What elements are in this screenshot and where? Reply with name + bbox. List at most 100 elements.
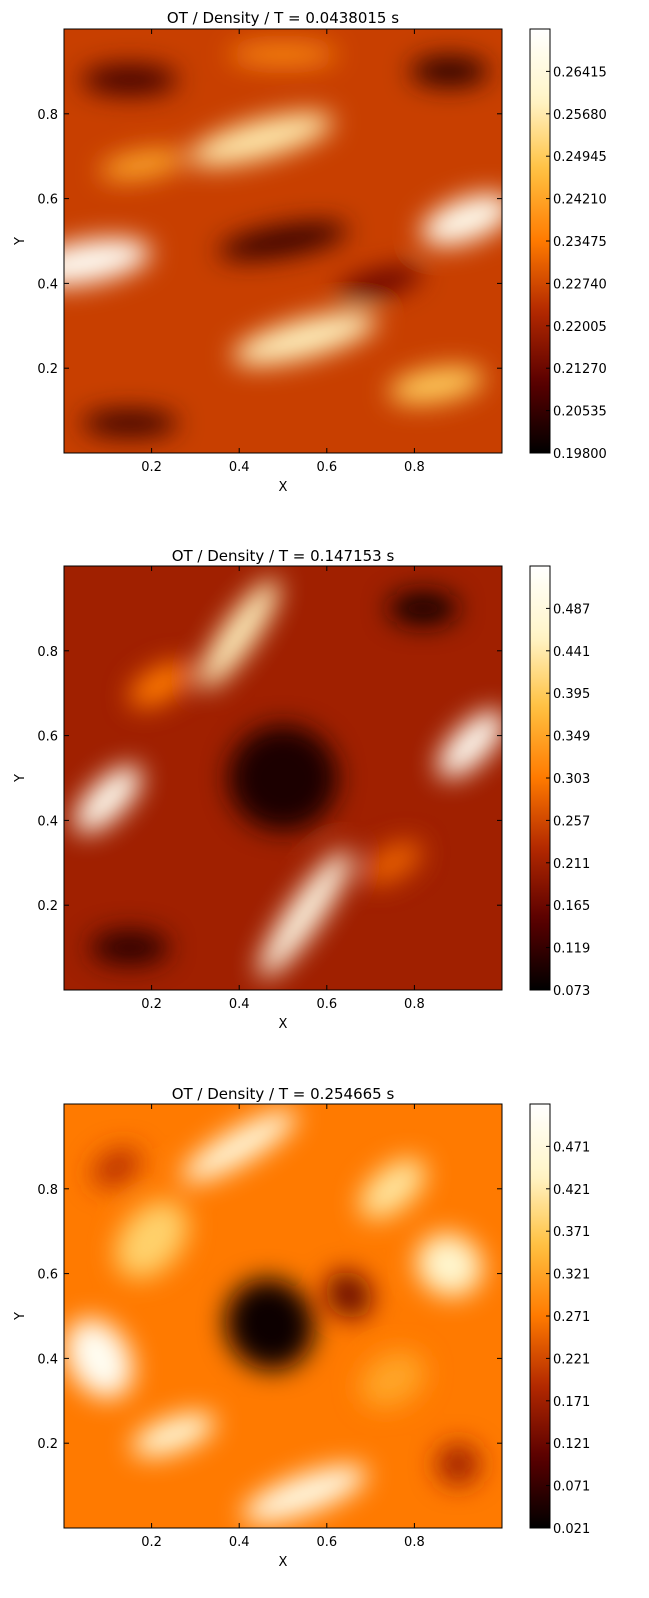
colorbar-tick-label: 0.395 (553, 687, 590, 702)
colorbar-tick-label: 0.20535 (553, 405, 607, 420)
chart-panel: OT / Density / T = 0.147153 s 0.2 0.4 0.6 0.… (13, 547, 590, 1032)
colorbar-tick-label: 0.211 (553, 857, 590, 872)
y-tick-label: 0.8 (37, 108, 58, 123)
colorbar-tick-label: 0.24210 (553, 193, 607, 208)
x-tick-label: 0.6 (316, 997, 337, 1012)
density-feature (81, 410, 178, 437)
colorbar-tick-label: 0.303 (553, 772, 590, 787)
density-feature (421, 193, 502, 246)
y-tick-label: 0.2 (37, 362, 58, 377)
colorbar-tick-label: 0.23475 (553, 235, 607, 250)
density-feature (388, 366, 484, 404)
density-feature (232, 311, 377, 366)
colorbar-tick-label: 0.22005 (553, 320, 607, 335)
plot-frame (63, 28, 503, 454)
density-feature (218, 222, 348, 260)
y-axis-label: Y (13, 774, 28, 783)
density-feature (437, 710, 502, 778)
chart-title: OT / Density / T = 0.147153 s (172, 547, 395, 565)
colorbar-tick-label: 0.487 (553, 602, 590, 617)
colorbar-tick-label: 0.371 (553, 1225, 590, 1240)
y-tick-label: 0.2 (37, 1437, 58, 1452)
density-feature (388, 591, 459, 626)
density-feature (199, 579, 280, 689)
colorbar-tick-label: 0.321 (553, 1268, 590, 1283)
x-axis-label: X (279, 1017, 288, 1032)
density-feature (65, 1318, 134, 1399)
x-tick-label: 0.8 (404, 1535, 425, 1550)
colorbar-tick-label: 0.441 (553, 645, 590, 660)
y-tick-label: 0.6 (37, 193, 58, 208)
density-feature (228, 725, 338, 831)
y-tick-label: 0.4 (37, 1352, 58, 1367)
chart-panel: OT / Density / T = 0.0438015 s 0.2 0.4 0.6 0… (13, 9, 607, 495)
density-feature (74, 765, 142, 833)
density-feature (359, 1351, 426, 1408)
colorbar-tick-label: 0.349 (553, 730, 590, 745)
colorbar-tick-label: 0.21270 (553, 362, 607, 377)
x-axis-label: X (279, 1555, 288, 1570)
x-tick-label: 0.8 (404, 460, 425, 475)
y-tick-label: 0.2 (37, 899, 58, 914)
density-feature (131, 1412, 216, 1457)
x-axis-label: X (279, 480, 288, 495)
density-feature (115, 1201, 188, 1279)
density-feature (359, 1158, 426, 1219)
density-field (64, 566, 502, 990)
colorbar-tick-label: 0.22740 (553, 277, 607, 292)
colorbar-tick-label: 0.171 (553, 1395, 590, 1410)
y-tick-label: 0.8 (37, 645, 58, 660)
density-feature (81, 65, 178, 95)
density-feature (128, 661, 192, 708)
colorbar-tick-label: 0.021 (553, 1522, 590, 1537)
x-tick-label: 0.6 (316, 460, 337, 475)
colorbar-tick-label: 0.24945 (553, 150, 607, 165)
density-feature (416, 1233, 483, 1297)
density-feature (436, 1443, 481, 1486)
x-tick-label: 0.2 (141, 997, 162, 1012)
colorbar-tick-label: 0.121 (553, 1437, 590, 1452)
x-tick-label: 0.2 (141, 1535, 162, 1550)
y-axis-label: Y (13, 237, 28, 246)
density-feature (362, 840, 423, 885)
x-tick-label: 0.4 (229, 1535, 250, 1550)
x-tick-label: 0.2 (141, 460, 162, 475)
density-feature (242, 1465, 367, 1523)
y-tick-label: 0.6 (37, 1268, 58, 1283)
colorbar-tick-label: 0.073 (553, 984, 590, 999)
colorbar-tick-label: 0.257 (553, 814, 590, 829)
density-feature (99, 150, 187, 180)
density-feature (189, 112, 334, 166)
y-axis-label: Y (13, 1312, 28, 1321)
colorbar-tick-label: 0.19800 (553, 447, 607, 462)
y-tick-label: 0.4 (37, 814, 58, 829)
chart-panel: OT / Density / T = 0.254665 s 0.2 0.4 0.6 0.… (13, 1085, 590, 1570)
chart-title: OT / Density / T = 0.0438015 s (167, 9, 399, 27)
colorbar-tick-label: 0.421 (553, 1183, 590, 1198)
colorbar-tick-label: 0.119 (553, 942, 590, 957)
colorbar-tick-label: 0.471 (553, 1140, 590, 1155)
y-tick-label: 0.6 (37, 730, 58, 745)
density-feature (90, 930, 170, 965)
y-tick-label: 0.8 (37, 1183, 58, 1198)
chart-title: OT / Density / T = 0.254665 s (172, 1085, 395, 1103)
density-field (64, 29, 502, 453)
density-feature (92, 1147, 141, 1188)
x-tick-label: 0.4 (229, 460, 250, 475)
density-feature (228, 43, 338, 66)
colorbar-tick-label: 0.165 (553, 899, 590, 914)
plot-frame (63, 1103, 503, 1529)
colorbar-tick-label: 0.221 (553, 1352, 590, 1367)
density-feature (336, 266, 422, 301)
density-feature (225, 1278, 315, 1371)
x-tick-label: 0.4 (229, 997, 250, 1012)
x-tick-label: 0.6 (316, 1535, 337, 1550)
density-feature (410, 56, 489, 87)
density-feature (325, 1270, 373, 1319)
plot-frame (63, 565, 503, 991)
colorbar-tick-label: 0.271 (553, 1310, 590, 1325)
colorbar-tick-label: 0.25680 (553, 108, 607, 123)
density-feature (64, 238, 151, 286)
y-tick-label: 0.4 (37, 277, 58, 292)
